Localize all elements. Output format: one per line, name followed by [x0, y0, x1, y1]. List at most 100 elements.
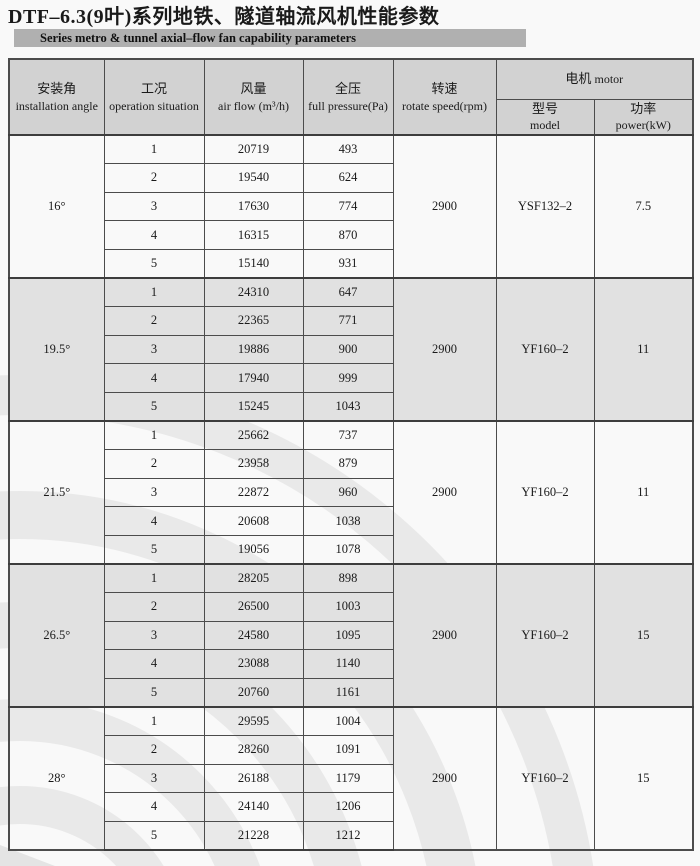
speed-value: 2900: [392, 705, 497, 851]
pressure-value: 647: [302, 276, 394, 308]
airflow-value: 23958: [203, 449, 304, 479]
model-value: YSF132–2: [495, 134, 595, 279]
table-row: 28° 1 29595 1004 2900 YF160–2 15: [8, 705, 694, 851]
situation-value: 3: [103, 763, 205, 794]
pressure-value: 999: [302, 363, 394, 393]
table-row: 4 17940 999: [9, 363, 693, 393]
pressure-value: 960: [302, 477, 394, 508]
airflow-value: 17630: [203, 191, 304, 222]
col-header-full-pressure: 全压 full pressure(Pa): [302, 58, 394, 136]
model-value: YF160–2: [495, 705, 595, 851]
airflow-value: 26188: [203, 763, 304, 794]
situation-value: 3: [103, 477, 205, 508]
subtitle-text: Series metro & tunnel axial–flow fan cap…: [40, 31, 357, 45]
model-value: YF160–2: [495, 276, 595, 422]
situation-value: 5: [103, 677, 205, 708]
pressure-value: 900: [302, 334, 394, 365]
pressure-value: 1212: [302, 820, 394, 851]
pressure-value: 1140: [302, 649, 394, 679]
power-value: 11: [593, 276, 694, 422]
situation-value: 2: [103, 163, 205, 193]
situation-value: 4: [103, 220, 205, 250]
table-row: 3 17630 774: [9, 191, 693, 222]
pressure-value: 1095: [302, 620, 394, 651]
airflow-value: 23088: [203, 649, 304, 679]
pressure-value: 737: [302, 419, 394, 451]
airflow-value: 20719: [203, 134, 304, 165]
situation-value: 2: [103, 734, 205, 765]
col-header-rotate-speed: 转速 rotate speed(rpm): [392, 58, 497, 136]
power-value: 15: [593, 705, 694, 851]
situation-value: 4: [103, 363, 205, 393]
airflow-value: 17940: [203, 363, 304, 393]
pressure-value: 1078: [302, 534, 394, 565]
table-row: 4 24140 1206: [9, 792, 693, 822]
speed-value: 2900: [392, 276, 497, 422]
situation-value: 3: [103, 191, 205, 222]
angle-group: 21.5° 1 25662 737 2900 YF160–2 11 2 23958 879 3 228…: [8, 419, 694, 565]
angle-value: 16°: [8, 134, 105, 279]
pressure-value: 493: [302, 134, 394, 165]
airflow-value: 16315: [203, 220, 304, 250]
situation-value: 2: [103, 592, 205, 622]
table-row: 19.5° 1 24310 647 2900 YF160–2 11: [8, 276, 694, 422]
situation-value: 2: [103, 306, 205, 336]
angle-value: 26.5°: [8, 562, 105, 708]
pressure-value: 898: [302, 562, 394, 593]
table-row: 5 15245 1043: [9, 391, 693, 422]
table-row: 2 19540 624: [9, 163, 693, 193]
situation-value: 1: [103, 562, 205, 593]
pressure-value: 1161: [302, 677, 394, 708]
situation-value: 3: [103, 620, 205, 651]
airflow-value: 19056: [203, 534, 304, 565]
speed-value: 2900: [392, 562, 497, 708]
pressure-value: 1206: [302, 792, 394, 822]
table-row: 5 20760 1161: [9, 677, 693, 708]
col-header-model: 型号 model: [495, 98, 595, 136]
airflow-value: 24140: [203, 792, 304, 822]
situation-value: 4: [103, 649, 205, 679]
airflow-value: 20608: [203, 506, 304, 536]
speed-value: 2900: [392, 134, 497, 279]
airflow-value: 20760: [203, 677, 304, 708]
table-row: 26.5° 1 28205 898 2900 YF160–2 15: [8, 562, 694, 708]
pressure-value: 1003: [302, 592, 394, 622]
power-value: 15: [593, 562, 694, 708]
col-header-air-flow: 风量 air flow (m³/h): [203, 58, 304, 136]
angle-group: 26.5° 1 28205 898 2900 YF160–2 15 2 26500 1003 3 24…: [8, 562, 694, 708]
table-row: 3 22872 960: [9, 477, 693, 508]
table-header: 安装角 installation angle 工况 operation situ…: [8, 58, 694, 136]
pressure-value: 931: [302, 248, 394, 279]
airflow-value: 19886: [203, 334, 304, 365]
angle-group: 28° 1 29595 1004 2900 YF160–2 15 2 28260 1091 3 261…: [8, 705, 694, 851]
situation-value: 1: [103, 134, 205, 165]
situation-value: 4: [103, 506, 205, 536]
pressure-value: 771: [302, 306, 394, 336]
pressure-value: 1038: [302, 506, 394, 536]
airflow-value: 15245: [203, 391, 304, 422]
airflow-value: 24580: [203, 620, 304, 651]
angle-value: 28°: [8, 705, 105, 851]
pressure-value: 624: [302, 163, 394, 193]
situation-value: 4: [103, 792, 205, 822]
table-row: 2 22365 771: [9, 306, 693, 336]
pressure-value: 879: [302, 449, 394, 479]
airflow-value: 15140: [203, 248, 304, 279]
airflow-value: 24310: [203, 276, 304, 308]
model-value: YF160–2: [495, 562, 595, 708]
parameters-table: 安装角 installation angle 工况 operation situ…: [8, 58, 694, 851]
pressure-value: 1004: [302, 705, 394, 736]
angle-value: 21.5°: [8, 419, 105, 565]
table-row: 2 28260 1091: [9, 734, 693, 765]
situation-value: 5: [103, 248, 205, 279]
airflow-value: 22872: [203, 477, 304, 508]
angle-group: 16° 1 20719 493 2900 YSF132–2 7.5 2 19540 624 3 176…: [8, 134, 694, 279]
situation-value: 5: [103, 391, 205, 422]
subtitle-bar: Series metro & tunnel axial–flow fan cap…: [14, 29, 526, 47]
situation-value: 1: [103, 705, 205, 736]
table-row: 5 15140 931: [9, 248, 693, 279]
table-row: 5 21228 1212: [9, 820, 693, 851]
pressure-value: 1091: [302, 734, 394, 765]
situation-value: 1: [103, 419, 205, 451]
pressure-value: 870: [302, 220, 394, 250]
